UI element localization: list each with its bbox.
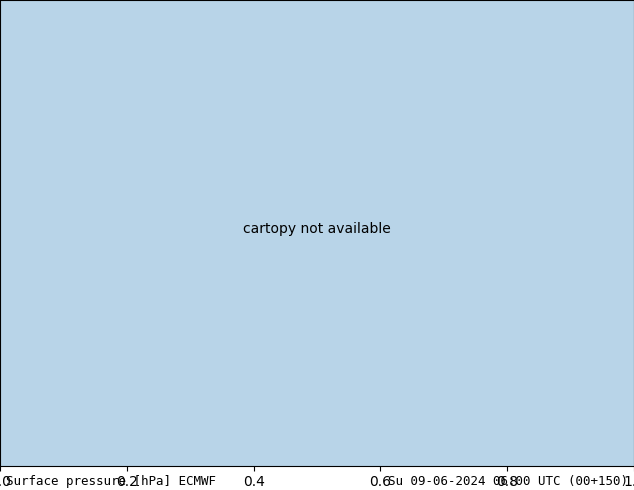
Text: cartopy not available: cartopy not available [243,222,391,236]
Text: Su 09-06-2024 06:00 UTC (00+150): Su 09-06-2024 06:00 UTC (00+150) [387,474,628,488]
Text: Surface pressure [hPa] ECMWF: Surface pressure [hPa] ECMWF [6,474,216,488]
